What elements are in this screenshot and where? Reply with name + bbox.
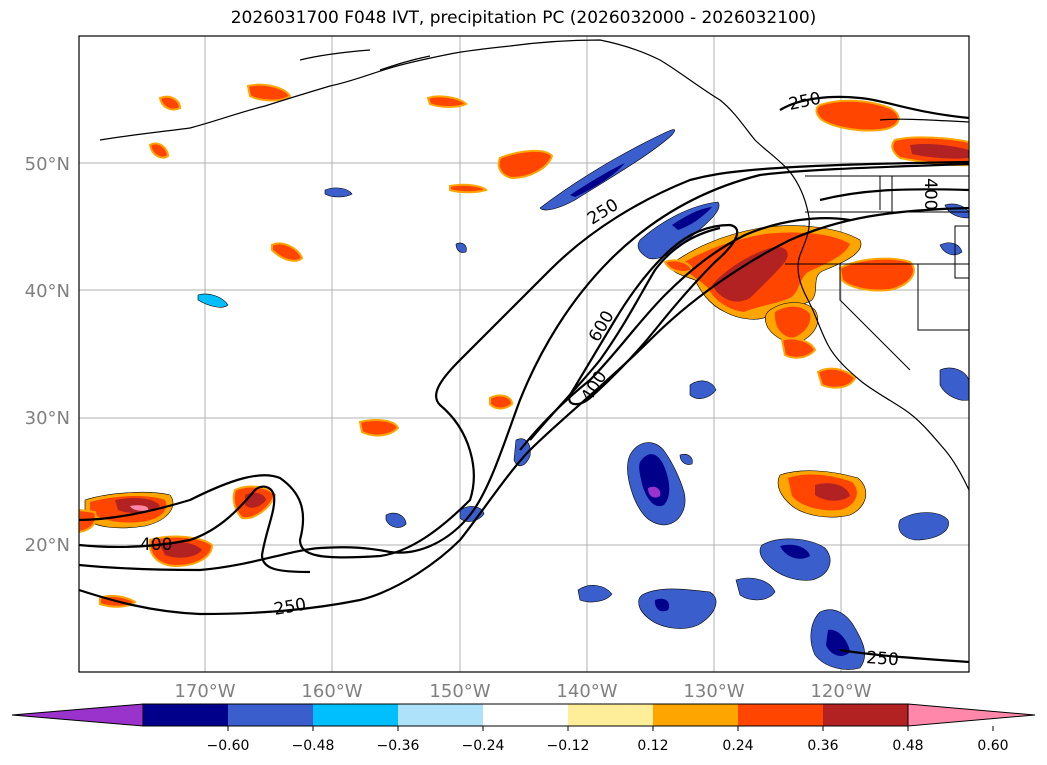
colorbar-swatch (653, 704, 738, 726)
colorbar-tick-label: 0.60 (977, 738, 1008, 754)
ivt-contours (79, 95, 969, 664)
lon-label-150w: 150°W (429, 681, 490, 702)
colorbar-ticks: −0.60 −0.48 −0.36 −0.24 −0.12 0.12 0.24 0.36 0.4… (207, 726, 1009, 754)
lon-label-130w: 130°W (683, 681, 744, 702)
negative-anomaly-areas (197, 129, 969, 670)
colorbar-tick-label: −0.60 (207, 738, 250, 754)
colorbar-tick-label: −0.48 (292, 738, 335, 754)
lat-label-30n: 30°N (25, 408, 70, 429)
map-frame (78, 35, 970, 673)
colorbar-tick-label: 0.36 (807, 738, 838, 754)
colorbar-swatch (398, 704, 483, 726)
colorbar-outline (142, 703, 909, 727)
colorbar-extend-high (907, 703, 1036, 727)
colorbar-swatch (228, 704, 313, 726)
lon-label-160w: 160°W (301, 681, 362, 702)
map-title: 2026031700 F048 IVT, precipitation PC (2… (230, 8, 817, 28)
contour-label: 400 (140, 535, 172, 555)
coastlines (99, 39, 969, 491)
colorbar-swatch (313, 704, 398, 726)
colorbar-swatch (823, 704, 908, 726)
colorbar-tick-label: −0.24 (462, 738, 505, 754)
contour-label: 250 (866, 648, 900, 670)
colorbar-tick-label: −0.36 (377, 738, 420, 754)
colorbar-swatch (143, 704, 228, 726)
colorbar-swatch (483, 704, 568, 726)
colorbar-swatch (568, 704, 653, 726)
lon-label-170w: 170°W (174, 681, 235, 702)
state-borders (785, 175, 969, 371)
map-background (79, 36, 969, 672)
lat-labels: 50°N 40°N 30°N 20°N (25, 154, 70, 556)
lon-label-120w: 120°W (810, 681, 871, 702)
colorbar-swatch (738, 704, 823, 726)
colorbar-tick-label: −0.12 (547, 738, 590, 754)
lat-label-40n: 40°N (25, 281, 70, 302)
lat-label-20n: 20°N (25, 535, 70, 556)
contour-label: 400 (920, 178, 940, 210)
colorbar: −0.60 −0.48 −0.36 −0.24 −0.12 0.12 0.24 0.36 0.4… (11, 703, 1036, 754)
lat-label-50n: 50°N (25, 154, 70, 175)
colorbar-tick-label: 0.12 (637, 738, 668, 754)
lon-label-140w: 140°W (556, 681, 617, 702)
colorbar-tick-label: 0.24 (722, 738, 753, 754)
colorbar-swatches (11, 703, 1036, 727)
colorbar-tick-label: 0.48 (892, 738, 923, 754)
colorbar-extend-low (11, 703, 144, 727)
lon-labels: 170°W 160°W 150°W 140°W 130°W 120°W (174, 681, 871, 702)
